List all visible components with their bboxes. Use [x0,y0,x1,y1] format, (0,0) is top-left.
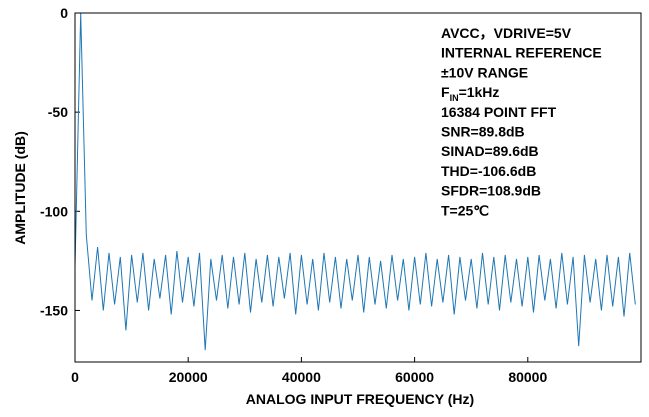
x-tick-label: 0 [71,369,79,385]
y-tick-label: -150 [40,302,68,318]
y-tick-label: 0 [60,5,68,21]
x-axis-label: ANALOG INPUT FREQUENCY (Hz) [246,391,474,407]
annotation: INTERNAL REFERENCE [441,45,602,61]
annotation: SFDR=108.9dB [441,183,541,199]
x-tick-label: 20000 [169,369,208,385]
annotation: T=25℃ [441,202,489,218]
y-tick-label: -100 [40,203,68,219]
x-tick-label: 80000 [508,369,547,385]
annotation: SINAD=89.6dB [441,143,539,159]
annotation: AVCC，VDRIVE=5V [441,25,572,41]
annotation: SNR=89.8dB [441,124,525,140]
annotation: ±10V RANGE [441,64,528,80]
spectrum-line [74,12,636,351]
annotation: THD=-106.6dB [441,163,536,179]
x-tick-label: 60000 [395,369,434,385]
plot-frame [74,12,642,363]
annotation-subscript: IN [450,93,459,103]
x-tick-label: 40000 [282,369,321,385]
annotation-part: =1kHz [459,84,500,100]
annotation: FIN=1kHz [441,84,499,103]
y-tick-label: -50 [48,104,68,120]
annotation: 16384 POINT FFT [441,104,557,120]
annotation-part: F [441,84,450,100]
y-axis-label: AMPLITUDE (dB) [12,131,28,245]
